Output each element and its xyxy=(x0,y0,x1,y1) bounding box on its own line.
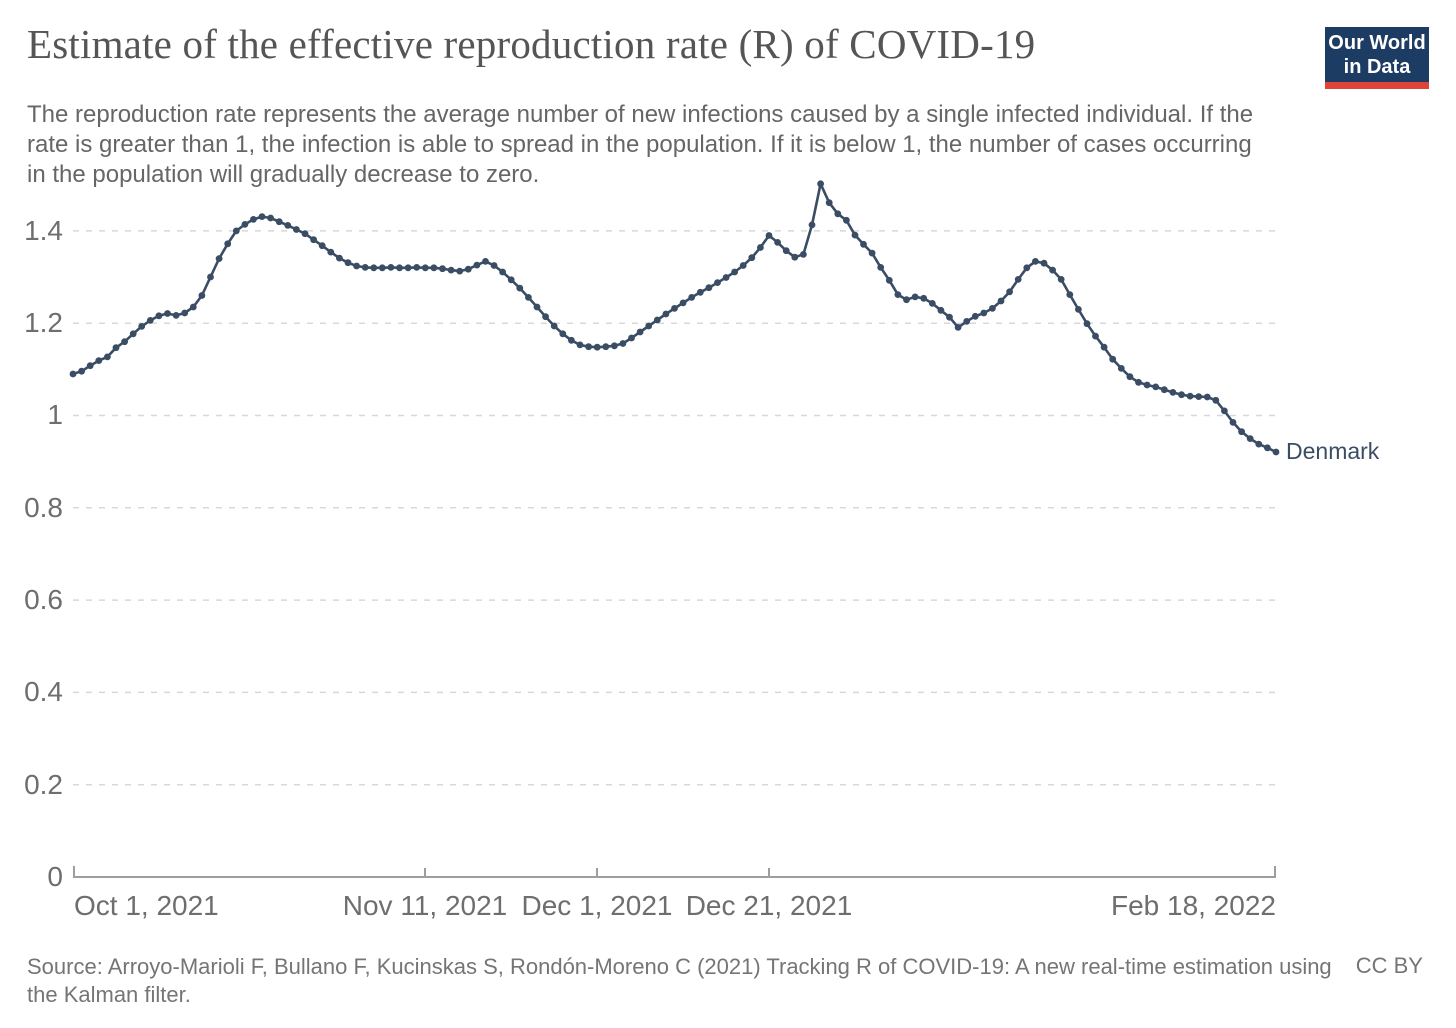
y-tick-0-6: 0.6 xyxy=(24,584,63,615)
x-tick-dec21: Dec 21, 2021 xyxy=(685,890,853,921)
denmark-series-line xyxy=(71,182,1278,454)
x-tick-dec1: Dec 1, 2021 xyxy=(521,890,673,921)
x-tick-oct1: Oct 1, 2021 xyxy=(74,890,219,921)
page-title: Estimate of the effective reproduction r… xyxy=(27,21,1036,67)
owid-logo-box: Our World in Data xyxy=(1325,27,1429,82)
license-badge: CC BY xyxy=(1355,953,1423,978)
y-tick-0-8: 0.8 xyxy=(24,492,63,523)
horizontal-gridlines xyxy=(73,230,1276,786)
y-tick-0-2: 0.2 xyxy=(24,769,63,800)
owid-logo-line2: in Data xyxy=(1343,55,1411,78)
owid-logo-red-strip xyxy=(1325,82,1429,89)
owid-logo-line1: Our World xyxy=(1328,31,1426,54)
y-tick-1: 1 xyxy=(47,399,63,430)
chart-subtitle: The reproduction rate represents the ave… xyxy=(27,101,1254,188)
x-tick-nov11: Nov 11, 2021 xyxy=(342,890,508,921)
owid-logo[interactable]: Our World in Data xyxy=(1325,27,1429,89)
y-tick-0-4: 0.4 xyxy=(24,676,63,707)
source-note: Source: Arroyo-Marioli F, Bullano F, Kuc… xyxy=(27,954,1332,1007)
denmark-series-points xyxy=(69,180,1280,456)
x-axis xyxy=(73,866,1276,878)
y-tick-1-4: 1.4 xyxy=(24,215,63,246)
y-tick-0: 0 xyxy=(47,861,63,892)
x-tick-feb18: Feb 18, 2022 xyxy=(1110,890,1276,921)
y-tick-1-2: 1.2 xyxy=(24,307,63,338)
series-label-denmark: Denmark xyxy=(1286,438,1380,464)
